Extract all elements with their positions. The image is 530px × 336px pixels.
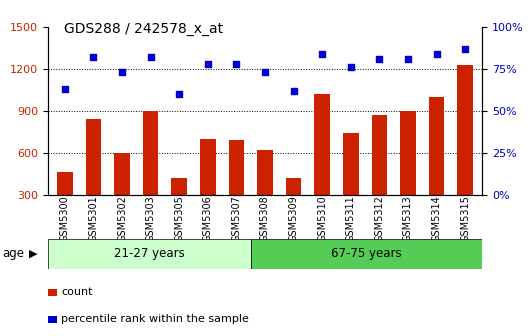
Text: GSM5312: GSM5312	[374, 195, 384, 242]
Bar	[114, 153, 130, 195]
Point	[347, 65, 355, 70]
Text: GSM5309: GSM5309	[289, 195, 298, 242]
Text: GSM5313: GSM5313	[403, 195, 413, 242]
Bar	[286, 178, 302, 195]
Text: GSM5306: GSM5306	[203, 195, 213, 242]
Bar	[85, 119, 101, 195]
Text: ▶: ▶	[29, 249, 38, 259]
Bar	[57, 172, 73, 195]
Bar	[457, 65, 473, 195]
Bar	[251, 239, 482, 269]
Text: GSM5311: GSM5311	[346, 195, 356, 242]
Text: GSM5310: GSM5310	[317, 195, 327, 242]
Text: GSM5301: GSM5301	[89, 195, 99, 242]
Bar	[200, 139, 216, 195]
Text: percentile rank within the sample: percentile rank within the sample	[61, 314, 249, 324]
Bar	[257, 150, 273, 195]
Point	[175, 91, 183, 97]
Bar	[400, 111, 416, 195]
Point	[118, 70, 126, 75]
Bar	[48, 239, 251, 269]
Point	[60, 86, 69, 92]
Text: count: count	[61, 287, 92, 297]
Point	[204, 61, 212, 67]
Text: GSM5314: GSM5314	[431, 195, 441, 242]
Bar	[143, 111, 158, 195]
Bar	[343, 133, 359, 195]
Text: 67-75 years: 67-75 years	[331, 247, 402, 260]
Point	[146, 54, 155, 60]
Point	[404, 56, 412, 61]
Text: GSM5308: GSM5308	[260, 195, 270, 242]
Point	[318, 51, 326, 56]
Text: GDS288 / 242578_x_at: GDS288 / 242578_x_at	[64, 22, 223, 36]
Text: GSM5300: GSM5300	[60, 195, 70, 242]
Text: GSM5315: GSM5315	[460, 195, 470, 242]
Text: GSM5303: GSM5303	[146, 195, 156, 242]
Text: GSM5307: GSM5307	[232, 195, 241, 242]
Point	[432, 51, 441, 56]
Bar	[228, 140, 244, 195]
Text: age: age	[3, 247, 25, 260]
Bar	[429, 97, 445, 195]
Text: GSM5305: GSM5305	[174, 195, 184, 242]
Point	[89, 54, 98, 60]
Bar	[372, 115, 387, 195]
Point	[289, 88, 298, 93]
Text: 21-27 years: 21-27 years	[114, 247, 184, 260]
Point	[375, 56, 384, 61]
Point	[232, 61, 241, 67]
Text: GSM5302: GSM5302	[117, 195, 127, 242]
Bar	[314, 94, 330, 195]
Point	[461, 46, 470, 51]
Point	[261, 70, 269, 75]
Bar	[171, 178, 187, 195]
